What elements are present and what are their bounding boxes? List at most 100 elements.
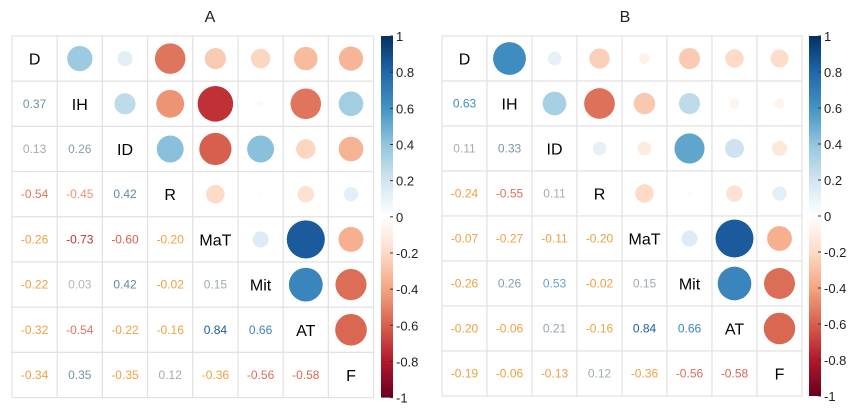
correlation-value: 0.21 bbox=[543, 322, 567, 336]
correlation-circle bbox=[764, 268, 795, 299]
matrix-cell bbox=[192, 351, 239, 399]
correlation-circle bbox=[197, 86, 234, 122]
matrix-cell bbox=[756, 350, 803, 397]
matrix-cell bbox=[666, 305, 713, 352]
colorbar-tick-label: -0.2 bbox=[824, 245, 846, 260]
matrix-cell bbox=[147, 351, 194, 399]
matrix-cell bbox=[327, 35, 375, 82]
correlation-value: -0.22 bbox=[21, 278, 49, 292]
correlation-circle bbox=[338, 136, 364, 162]
correlation-circle bbox=[296, 139, 316, 159]
correlation-value: -0.20 bbox=[451, 322, 479, 336]
matrix-cell bbox=[282, 306, 330, 354]
correlation-circle bbox=[729, 98, 740, 109]
correlation-value: 0.15 bbox=[204, 278, 228, 292]
correlation-circle bbox=[250, 48, 271, 69]
correlation-value: -0.56 bbox=[247, 368, 275, 382]
correlation-value: -0.11 bbox=[541, 232, 568, 246]
variable-label: IH bbox=[502, 97, 518, 114]
matrix-cell bbox=[486, 350, 533, 397]
correlation-circle bbox=[639, 53, 650, 64]
matrix-cell bbox=[192, 306, 239, 354]
matrix-cell bbox=[441, 35, 488, 82]
correlation-circle bbox=[686, 190, 693, 197]
correlation-circle bbox=[297, 185, 315, 203]
variable-label: ID bbox=[547, 142, 563, 159]
colorbar bbox=[809, 36, 821, 396]
colorbar-tick-label: 0.8 bbox=[396, 65, 414, 80]
correlation-value: -0.06 bbox=[496, 367, 524, 381]
matrix-cell bbox=[756, 80, 803, 127]
colorbar-tick-label: 1 bbox=[824, 29, 831, 44]
correlation-value: 0.84 bbox=[204, 323, 228, 337]
variable-label: Mit bbox=[250, 278, 272, 295]
matrix-cell bbox=[101, 306, 149, 354]
colorbar-tick-label: -0.8 bbox=[824, 353, 846, 368]
matrix-cell bbox=[621, 350, 668, 397]
correlation-value: -0.45 bbox=[66, 187, 94, 201]
correlation-circle bbox=[725, 49, 744, 68]
colorbar bbox=[381, 36, 393, 398]
matrix-cell bbox=[237, 261, 284, 308]
matrix-cell bbox=[237, 125, 284, 173]
colorbar-tick-label: 1 bbox=[396, 29, 403, 44]
matrix-cell bbox=[441, 125, 488, 172]
correlation-value: -0.32 bbox=[21, 323, 49, 337]
colorbar-tick-label: 0.2 bbox=[396, 174, 414, 189]
correlation-value: -0.13 bbox=[541, 367, 569, 381]
matrix-cell bbox=[56, 80, 104, 127]
matrix-cell bbox=[711, 350, 758, 397]
colorbar-tick-label: -1 bbox=[824, 389, 836, 404]
matrix-cell bbox=[192, 216, 239, 263]
correlation-circle bbox=[294, 46, 318, 71]
correlation-value: 0.37 bbox=[23, 97, 47, 111]
correlation-value: 0.53 bbox=[543, 277, 567, 291]
matrix-cell bbox=[531, 125, 578, 172]
correlation-value: 0.66 bbox=[678, 322, 702, 336]
matrix-cell bbox=[441, 305, 488, 352]
correlation-value: -0.02 bbox=[586, 277, 614, 291]
colorbar-tick-label: -0.4 bbox=[824, 281, 846, 296]
correlation-value: -0.27 bbox=[496, 232, 524, 246]
correlation-circle bbox=[114, 93, 136, 115]
correlation-circle bbox=[338, 226, 364, 252]
correlation-value: 0.03 bbox=[68, 278, 92, 292]
correlation-circle bbox=[547, 51, 562, 66]
correlation-circle bbox=[67, 45, 93, 72]
variable-label: IH bbox=[72, 97, 88, 114]
correlation-value: -0.26 bbox=[21, 232, 49, 246]
correlation-circle bbox=[493, 42, 526, 75]
correlation-value: 0.13 bbox=[23, 142, 47, 156]
correlation-circle bbox=[252, 231, 269, 248]
matrix-cell bbox=[486, 125, 533, 172]
correlation-value: 0.26 bbox=[68, 142, 92, 156]
matrix-cell bbox=[192, 261, 239, 308]
correlation-value: -0.20 bbox=[157, 232, 185, 246]
matrix-cell bbox=[576, 170, 623, 217]
colorbar-tick-label: -0.4 bbox=[396, 282, 418, 297]
matrix-cell bbox=[237, 306, 284, 354]
correlation-value: -0.16 bbox=[586, 322, 614, 336]
matrix-cell bbox=[237, 351, 284, 399]
matrix-cell bbox=[576, 215, 623, 262]
matrix-cell bbox=[327, 351, 375, 399]
correlation-value: -0.58 bbox=[721, 367, 749, 381]
colorbar-tick-label: 0 bbox=[824, 209, 831, 224]
correlation-value: -0.24 bbox=[451, 187, 479, 201]
correlation-value: -0.07 bbox=[451, 232, 479, 246]
correlation-value: 0.63 bbox=[453, 97, 477, 111]
matrix-cell bbox=[441, 170, 488, 217]
correlation-circle bbox=[772, 141, 787, 156]
correlation-value: -0.73 bbox=[66, 232, 94, 246]
colorbar-tick-label: -0.8 bbox=[396, 354, 418, 369]
correlation-circle bbox=[715, 219, 754, 258]
correlation-value: 0.12 bbox=[159, 368, 183, 382]
correlation-circle bbox=[725, 139, 744, 158]
correlation-circle bbox=[717, 266, 752, 301]
correlation-circle bbox=[763, 312, 796, 345]
correlation-circle bbox=[637, 141, 652, 156]
correlation-value: -0.22 bbox=[111, 323, 139, 337]
colorbar-tick-label: -0.2 bbox=[396, 246, 418, 261]
variable-label: ID bbox=[117, 142, 133, 159]
variable-label: AT bbox=[725, 322, 744, 339]
